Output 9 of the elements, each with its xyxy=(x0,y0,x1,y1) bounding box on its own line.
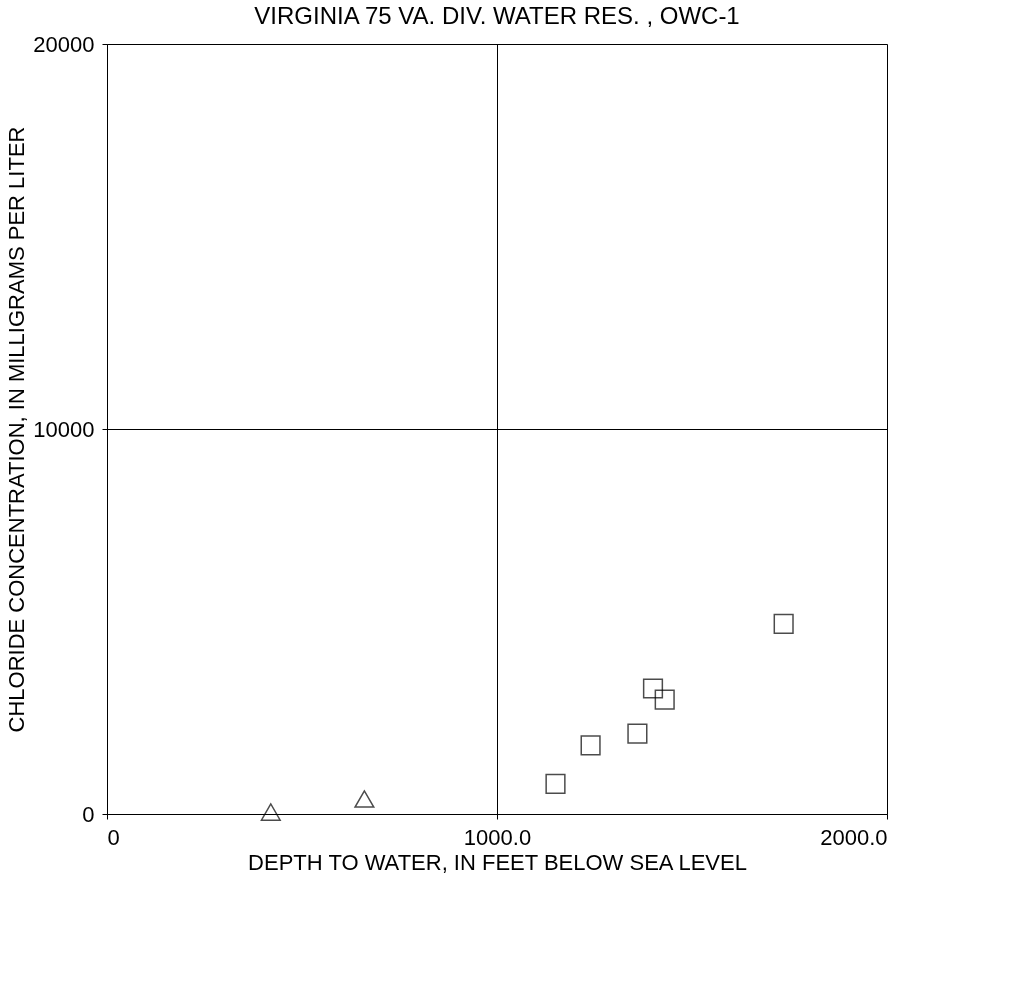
x-tick-label: 0 xyxy=(107,824,120,850)
x-tick-label: 2000.0 xyxy=(820,824,888,850)
y-axis-title: CHLORIDE CONCENTRATION, IN MILLIGRAMS PER LITER xyxy=(4,126,30,733)
x-axis-title: DEPTH TO WATER, IN FEET BELOW SEA LEVEL xyxy=(248,849,747,875)
y-tick-label: 10000 xyxy=(33,416,95,442)
chart-title: VIRGINIA 75 VA. DIV. WATER RES. , OWC-1 xyxy=(254,2,740,29)
y-tick-label: 20000 xyxy=(33,31,95,57)
y-tick-label: 0 xyxy=(82,801,95,827)
x-tick-label: 1000.0 xyxy=(463,824,532,850)
